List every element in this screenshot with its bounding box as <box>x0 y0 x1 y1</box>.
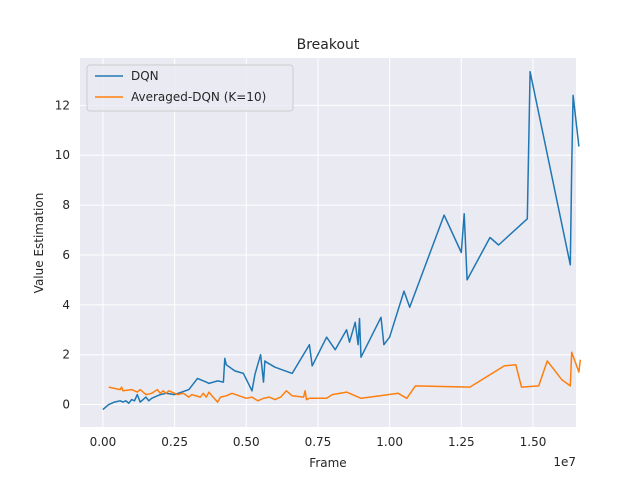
legend-label-dqn: DQN <box>131 69 159 83</box>
x-axis-label: Frame <box>309 456 346 470</box>
y-tick-label: 0 <box>62 398 70 412</box>
x-tick-label: 1.00 <box>376 435 403 449</box>
plot-background <box>80 58 576 427</box>
x-tick-label: 1.50 <box>520 435 547 449</box>
x-tick-label: 0.75 <box>305 435 332 449</box>
x-tick-label: 1.25 <box>448 435 475 449</box>
chart-title: Breakout <box>297 37 360 53</box>
x-axis-offset-text: 1e7 <box>553 455 576 469</box>
tick-labels: 0.00 0.25 0.50 0.75 1.00 1.25 1.50 0 2 4 6 8 10 12 <box>55 98 547 449</box>
y-tick-label: 12 <box>55 98 70 112</box>
x-tick-label: 0.00 <box>90 435 117 449</box>
legend-label-averaged-dqn: Averaged-DQN (K=10) <box>131 90 266 104</box>
grid-lines <box>80 58 576 427</box>
x-tick-label: 0.50 <box>233 435 260 449</box>
y-axis-label: Value Estimation <box>32 193 46 294</box>
y-tick-label: 6 <box>62 248 70 262</box>
y-tick-label: 4 <box>62 298 70 312</box>
series-layer <box>102 70 582 411</box>
series-line-averaged-dqn <box>108 351 582 403</box>
x-tick-label: 0.25 <box>161 435 188 449</box>
y-tick-label: 8 <box>62 198 70 212</box>
y-tick-label: 2 <box>62 348 70 362</box>
legend-box <box>86 64 294 112</box>
legend: DQN Averaged-DQN (K=10) <box>86 64 294 112</box>
y-tick-label: 10 <box>55 148 70 162</box>
series-line-dqn <box>102 70 580 411</box>
